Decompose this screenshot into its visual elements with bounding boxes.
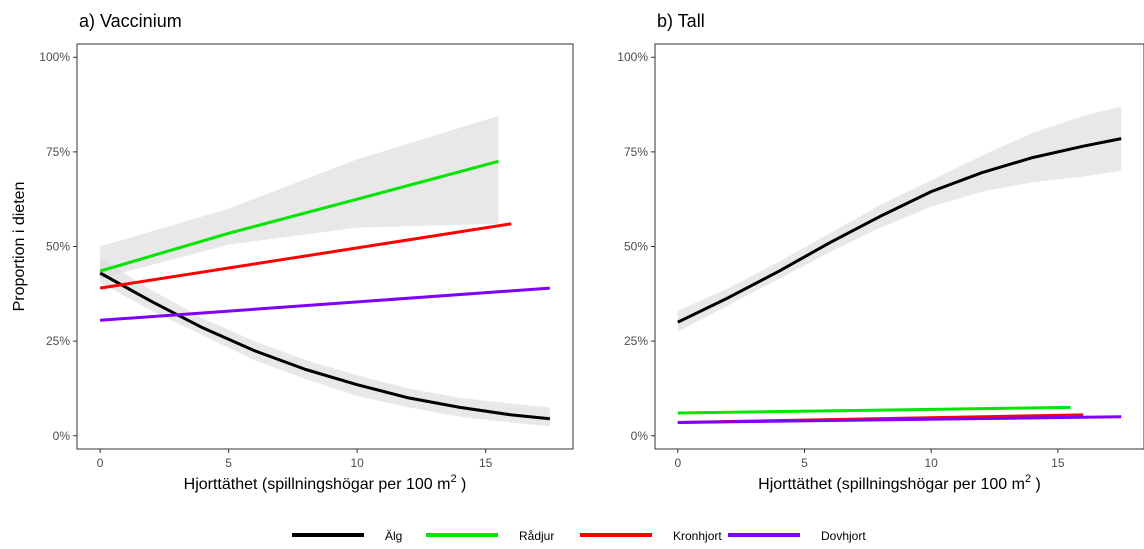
series-line-rådjur — [99, 159, 499, 273]
x-tick-label: 0 — [674, 456, 681, 470]
legend-label: Älg — [385, 529, 402, 543]
confidence-band-älg — [677, 106, 1122, 332]
y-tick-label: 0% — [631, 429, 649, 443]
series-line-älg — [99, 271, 551, 421]
x-tick-label: 10 — [350, 456, 364, 470]
x-tick-label: 0 — [97, 456, 104, 470]
confidence-band-rådjur — [100, 115, 499, 279]
panel-title: a) Vaccinium — [79, 11, 182, 31]
series-line-dovhjort — [677, 415, 1122, 424]
panel-a: a) Vaccinium 0% 25% 50% 75% 100% 0 5 10 15 Hjorttä… — [11, 11, 574, 493]
y-tick-label: 50% — [624, 240, 648, 254]
panel-b: b) Tall 0% 25% 50% 75% 100% 0 5 10 15 Hjorttäthet … — [617, 11, 1144, 493]
y-tick-label: 75% — [46, 145, 70, 159]
x-axis-title: Hjorttäthet (spillningshögar per 100 m2 … — [758, 473, 1041, 493]
y-tick-label: 25% — [624, 334, 648, 348]
series-line-kronhjort — [99, 222, 512, 290]
legend-item: Dovhjort — [728, 529, 866, 543]
x-tick-label: 5 — [225, 456, 232, 470]
y-tick-label: 100% — [617, 50, 648, 64]
confidence-band-älg — [100, 257, 550, 427]
y-axis-title: Proportion i dieten — [11, 182, 28, 312]
x-tick-label: 15 — [1051, 456, 1065, 470]
series-line-dovhjort — [99, 286, 551, 322]
legend-item: Rådjur — [426, 529, 554, 543]
y-tick-label: 0% — [53, 429, 71, 443]
x-tick-label: 15 — [479, 456, 493, 470]
series-line-rådjur — [677, 405, 1071, 415]
y-tick-label: 100% — [39, 50, 70, 64]
panel-frame — [654, 43, 1144, 450]
x-axis-title: Hjorttäthet (spillningshögar per 100 m2 … — [184, 473, 467, 493]
y-tick-label: 50% — [46, 240, 70, 254]
y-tick-label: 75% — [624, 145, 648, 159]
series-line-älg — [677, 137, 1122, 324]
x-tick-label: 5 — [801, 456, 808, 470]
y-tick-label: 25% — [46, 334, 70, 348]
legend: Älg Rådjur Kronhjort Dovhjort — [292, 529, 866, 543]
x-tick-label: 10 — [924, 456, 938, 470]
legend-item: Kronhjort — [580, 529, 722, 543]
legend-item: Älg — [292, 529, 402, 543]
panel-title: b) Tall — [657, 11, 705, 31]
legend-label: Dovhjort — [821, 529, 866, 543]
legend-label: Kronhjort — [673, 529, 722, 543]
legend-label: Rådjur — [519, 529, 554, 543]
